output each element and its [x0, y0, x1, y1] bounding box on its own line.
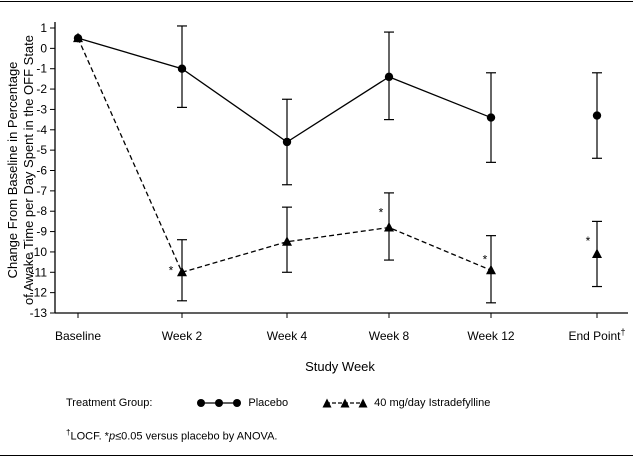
x-tick-label: Week 4: [267, 329, 308, 343]
footnote-dagger: †: [66, 428, 71, 437]
bottom-rule: [0, 455, 633, 456]
x-tick-label: Week 8: [369, 329, 410, 343]
significance-mark: *: [586, 234, 591, 248]
y-axis-title-line1: Change From Baseline in Percentage: [5, 62, 20, 279]
x-tick-label: Baseline: [55, 329, 101, 343]
y-tick-label: 0: [40, 41, 47, 55]
footnote-text-a: LOCF. *: [70, 430, 109, 443]
placebo-series-line: [77, 37, 492, 143]
istradefylline-point: [592, 248, 602, 258]
y-tick-label: -12: [30, 286, 48, 300]
y-tick-label: -4: [36, 123, 47, 137]
placebo-point: [592, 111, 602, 120]
y-axis-title-line2: of Awake Time per Day Spent in the OFF S…: [21, 35, 36, 305]
legend-title: Treatment Group:: [66, 397, 153, 409]
placebo-legend-marker: [197, 399, 242, 407]
placebo-point: [384, 72, 394, 82]
y-tick-label: -13: [30, 306, 48, 320]
x-tick-label: Week 12: [467, 329, 514, 343]
istradefylline-point: [177, 266, 187, 277]
x-tick-label: End Point†: [568, 327, 625, 343]
line-chart: 1 0 -1 -2 -3 -4 -5 -6 -7 -8 -9 -10 -11 -12 -13 Baseline…: [5, 21, 628, 374]
istradefylline-point: [73, 32, 83, 43]
y-tick-label: -2: [36, 82, 47, 96]
legend-item-istradefylline: 40 mg/day Istradefylline: [322, 397, 490, 409]
legend-item-placebo: Placebo: [196, 397, 288, 409]
legend-label-istradefylline: 40 mg/day Istradefylline: [374, 397, 491, 409]
y-tick-label: -1: [36, 62, 47, 76]
istradefylline-point: [282, 236, 292, 246]
placebo-point: [177, 64, 187, 73]
placebo-point: [486, 113, 496, 122]
legend-label-placebo: Placebo: [248, 397, 289, 409]
x-tick-label: Week 2: [162, 329, 203, 343]
y-tick-label: -3: [36, 102, 47, 116]
istradefylline-legend-marker: [322, 398, 368, 408]
y-tick-label: -8: [36, 204, 47, 218]
y-tick-label: -7: [36, 184, 47, 198]
y-tick-label: -9: [36, 225, 47, 239]
significance-mark: *: [483, 252, 488, 266]
footnote-text-b: ≤0.05 versus placebo by ANOVA.: [115, 430, 278, 443]
significance-mark: *: [379, 206, 384, 220]
y-tick-label: -10: [30, 245, 48, 259]
placebo-point: [282, 137, 292, 147]
footnote: †LOCF. *p≤0.05 versus placebo by ANOVA.: [66, 428, 277, 443]
top-rule: [0, 1, 633, 2]
istradefylline-series-line: [77, 37, 492, 274]
y-tick-label: -6: [36, 164, 47, 178]
significance-mark: *: [169, 263, 174, 277]
footnote-p: p: [108, 430, 116, 443]
end-point-dagger: †: [621, 327, 626, 337]
istradefylline-point: [384, 222, 394, 232]
legend: Treatment Group: Placebo 40 mg/day Istra…: [66, 397, 524, 409]
istradefylline-point: [486, 264, 496, 275]
x-axis-title: Study Week: [305, 359, 375, 374]
y-tick-label: -5: [36, 143, 47, 157]
y-tick-label: -11: [31, 265, 48, 279]
y-tick-label: 1: [40, 21, 47, 35]
